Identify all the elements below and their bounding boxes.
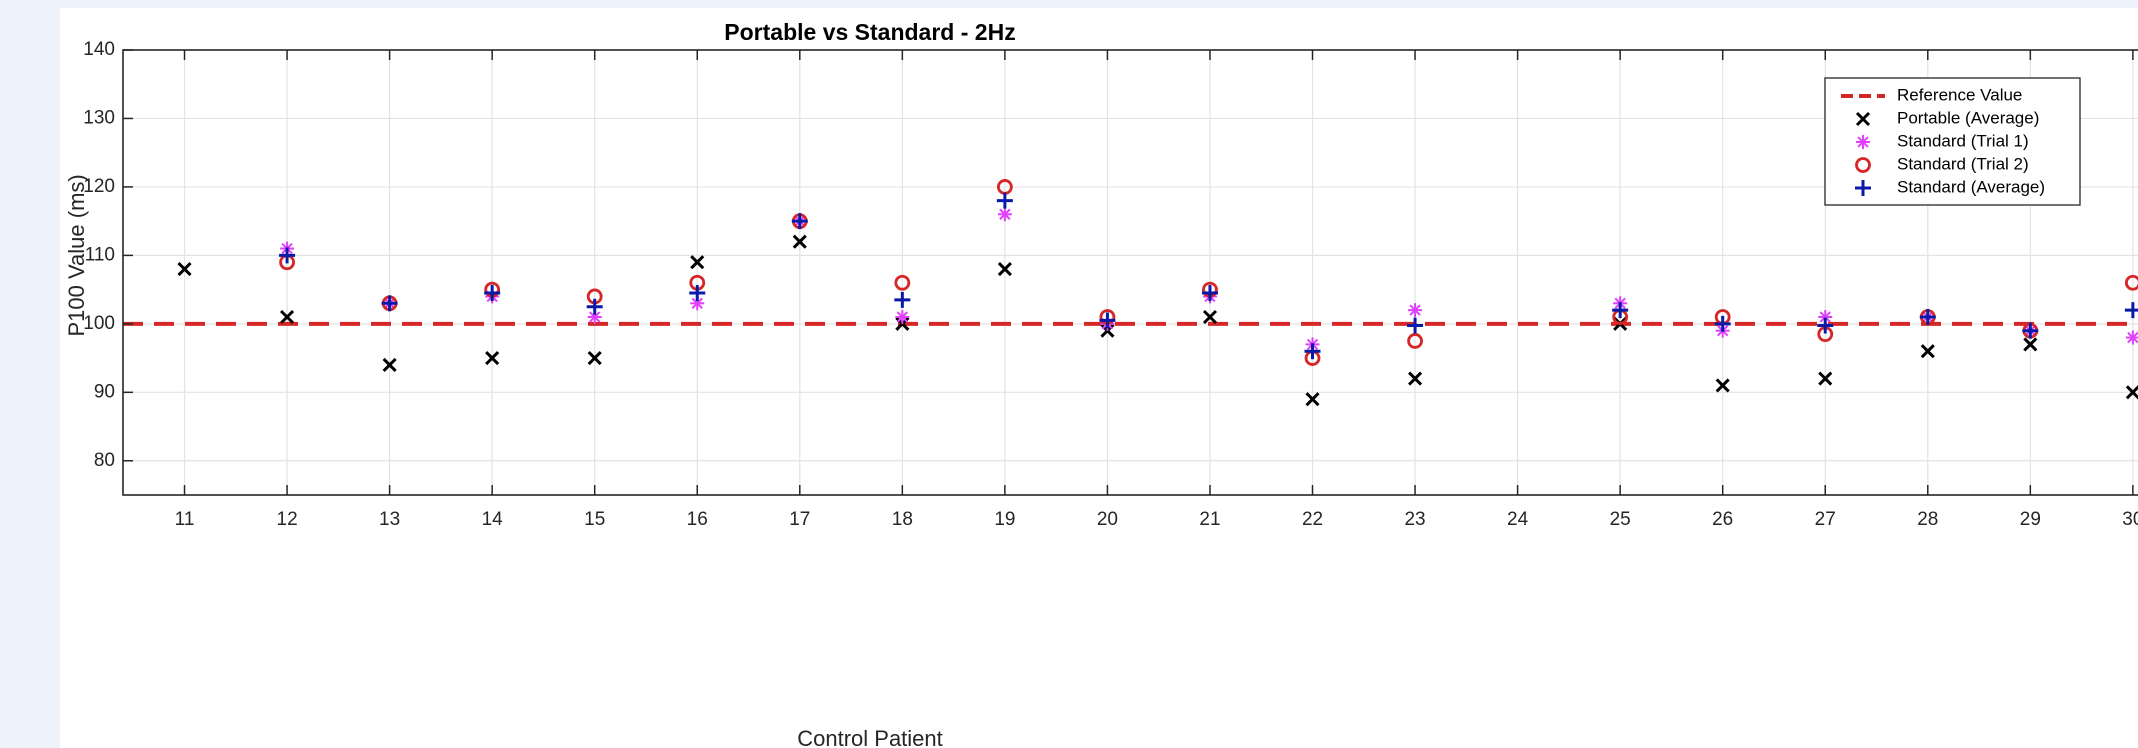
x-tick-label: 27 [1815, 509, 1836, 530]
legend-label-standard-trial-1: Standard (Trial 1) [1897, 131, 2029, 150]
x-tick-label: 23 [1404, 509, 1425, 530]
standard-trial-1-point [1408, 303, 1422, 317]
x-tick-label: 24 [1507, 509, 1529, 530]
y-axis-title: P100 Value (ms) [64, 174, 89, 336]
standard-trial-1-point [895, 310, 909, 324]
x-tick-label: 25 [1610, 509, 1631, 530]
x-tick-label: 20 [1097, 509, 1118, 530]
x-tick-label: 29 [2020, 509, 2041, 530]
y-tick-label: 130 [83, 107, 115, 128]
y-tick-label: 90 [94, 381, 115, 402]
y-tick-label: 110 [85, 244, 115, 265]
x-tick-label: 12 [277, 509, 298, 530]
legend: Reference Value Portable (Average) Standar… [1825, 78, 2080, 205]
x-tick-label: 18 [892, 509, 913, 530]
x-tick-label: 13 [379, 509, 400, 530]
figure: 80 90 100 110 120 130 140 11 12 13 14 15 16 17 18 19 20 2… [60, 8, 2138, 748]
x-axis-title: Control Patient [797, 726, 943, 748]
chart-title: Portable vs Standard - 2Hz [724, 19, 1015, 45]
legend-label-standard-trial-2: Standard (Trial 2) [1897, 154, 2029, 173]
standard-trial-1-point [998, 207, 1012, 221]
y-tick-label: 80 [94, 450, 115, 471]
legend-marker-standard-trial-1 [1856, 135, 1870, 149]
y-tick-label: 140 [83, 39, 115, 60]
x-tick-label: 16 [687, 509, 708, 530]
x-tick-label: 19 [994, 509, 1015, 530]
x-tick-label: 15 [584, 509, 605, 530]
legend-label-portable-average: Portable (Average) [1897, 108, 2039, 127]
x-tick-label: 11 [175, 509, 195, 530]
x-tick-label: 28 [1917, 509, 1938, 530]
x-tick-label: 17 [789, 509, 810, 530]
legend-label-standard-average: Standard (Average) [1897, 177, 2045, 196]
x-tick-label: 26 [1712, 509, 1733, 530]
x-tick-label: 21 [1199, 509, 1220, 530]
x-tick-label: 14 [482, 509, 504, 530]
x-tick-label: 22 [1302, 509, 1323, 530]
legend-label-reference-value: Reference Value [1897, 85, 2022, 104]
x-tick-label: 30 [2122, 509, 2138, 530]
